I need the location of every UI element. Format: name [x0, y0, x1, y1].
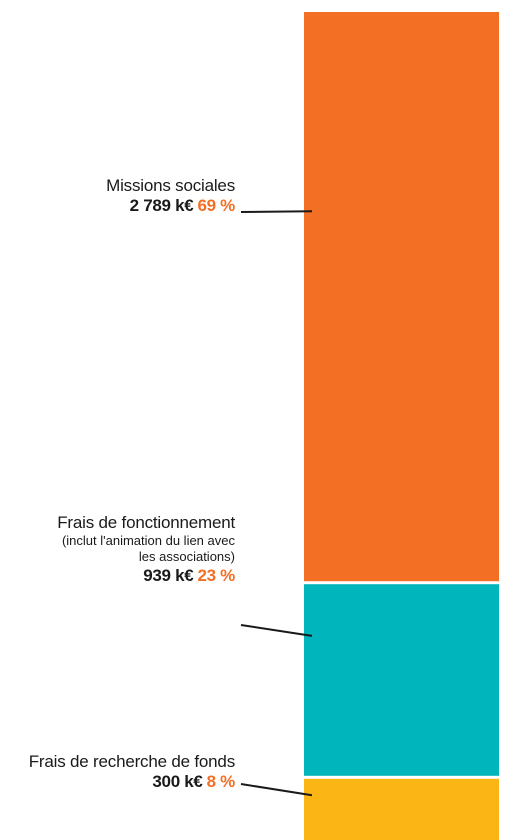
label-frais-recherche: Frais de recherche de fonds 300 k€ 8 %	[28, 752, 236, 791]
label-frais-fonctionnement: Frais de fonctionnement (inclut l'animat…	[55, 513, 235, 586]
percent-label: 8 %	[206, 771, 236, 791]
label-missions-sociales: Missions sociales 2 789 k€ 69 %	[106, 176, 235, 215]
category-note: (inclut l'animation du lien avec les ass…	[61, 532, 235, 565]
category-label: Frais de fonctionnement	[57, 513, 235, 532]
leader-line-3	[240, 783, 313, 797]
category-label: Frais de recherche de fonds	[28, 752, 235, 771]
bar-segment-3	[304, 778, 499, 840]
category-label: Missions sociales	[106, 176, 235, 195]
percent-label: 69 %	[197, 195, 235, 215]
leader-line-1	[240, 210, 313, 213]
value-label: 300 k€	[152, 771, 203, 791]
value-label: 2 789 k€	[129, 195, 194, 215]
percent-label: 23 %	[197, 566, 235, 586]
leader-line-2	[240, 624, 313, 637]
value-label: 939 k€	[143, 566, 194, 586]
bar-segment-1	[304, 12, 499, 582]
bar-segment-2	[304, 584, 499, 776]
